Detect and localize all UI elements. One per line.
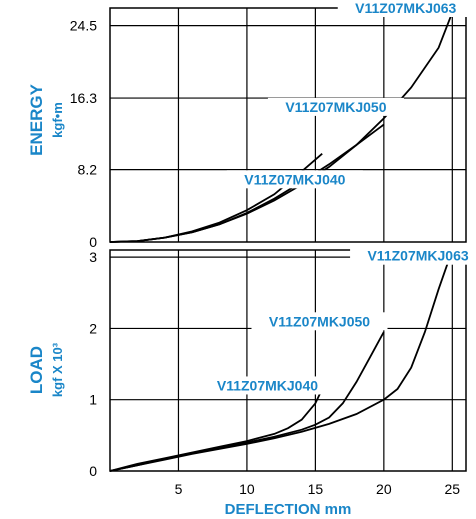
energy-ytick-label: 0 [89, 234, 97, 250]
load-ytick-label: 1 [89, 392, 97, 408]
deflection-xtick-label: 10 [239, 481, 255, 497]
load-series-label-v11z07mkj040: V11Z07MKJ040 [217, 377, 318, 393]
energy-axis-title: ENERGY [27, 83, 46, 155]
energy-plot-frame [110, 8, 466, 242]
energy-panel: 0 8.2 16.3 24.5 V11Z07MKJ040 V11Z07MKJ050 V11Z… [70, 0, 474, 250]
energy-series-label-v11z07mkj063: V11Z07MKJ063 [355, 0, 456, 16]
deflection-axis-title: DEFLECTION mm [225, 501, 352, 518]
deflection-xtick-label: 5 [175, 481, 183, 497]
load-panel: 0 1 2 3 V11Z07MKJ040 V11Z07MKJ050 V11Z07MKJ063… [89, 247, 476, 497]
load-curve-v11z07mkj040 [110, 389, 322, 471]
load-axis-title: LOAD [27, 346, 46, 394]
deflection-xtick-label: 25 [445, 481, 461, 497]
load-ytick-label: 2 [89, 320, 97, 336]
load-ytick-label: 0 [89, 463, 97, 479]
energy-ytick-label: 16.3 [70, 90, 97, 106]
load-plot-frame [110, 250, 466, 471]
energy-series-label-v11z07mkj040: V11Z07MKJ040 [244, 171, 345, 187]
load-ytick-label: 3 [89, 249, 97, 265]
load-series-label-v11z07mkj063: V11Z07MKJ063 [367, 248, 468, 264]
energy-curve-v11z07mkj040 [110, 154, 322, 242]
load-axis-unit: kgf X 10³ [50, 342, 65, 397]
energy-ytick-label: 24.5 [70, 18, 97, 34]
deflection-xtick-label: 20 [376, 481, 392, 497]
energy-curve-v11z07mkj063 [110, 12, 452, 242]
load-series-label-v11z07mkj050: V11Z07MKJ050 [269, 313, 370, 329]
energy-series-label-v11z07mkj050: V11Z07MKJ050 [285, 99, 386, 115]
energy-ytick-label: 8.2 [78, 162, 98, 178]
energy-axis-unit: kgf•m [50, 102, 65, 138]
deflection-xtick-label: 15 [308, 481, 324, 497]
load-curve-v11z07mkj063 [110, 250, 452, 471]
